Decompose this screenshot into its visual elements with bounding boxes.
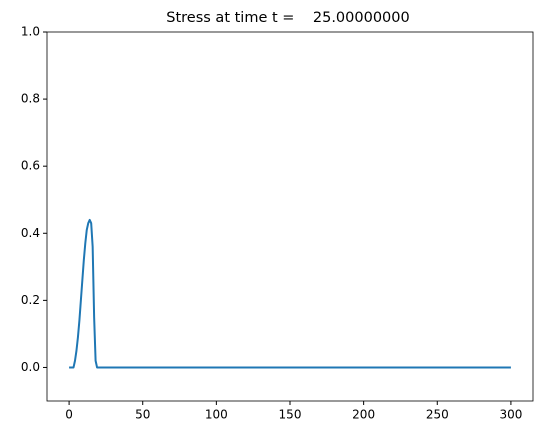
x-tick-label: 100: [205, 408, 228, 422]
y-tick-label: 0.8: [21, 92, 40, 106]
x-tick-label: 300: [499, 408, 522, 422]
y-tick-label: 0.0: [21, 360, 40, 374]
y-tick-label: 0.4: [21, 226, 40, 240]
y-tick-label: 1.0: [21, 25, 40, 39]
x-tick-label: 200: [352, 408, 375, 422]
x-tick-label: 0: [65, 408, 73, 422]
x-tick-label: 250: [426, 408, 449, 422]
y-tick-label: 0.6: [21, 159, 40, 173]
chart-title: Stress at time t = 25.00000000: [166, 10, 409, 26]
y-tick-label: 0.2: [21, 293, 40, 307]
x-tick-label: 50: [135, 408, 150, 422]
x-tick-label: 150: [279, 408, 302, 422]
plot-frame: [46, 31, 534, 402]
line: [69, 218, 511, 369]
